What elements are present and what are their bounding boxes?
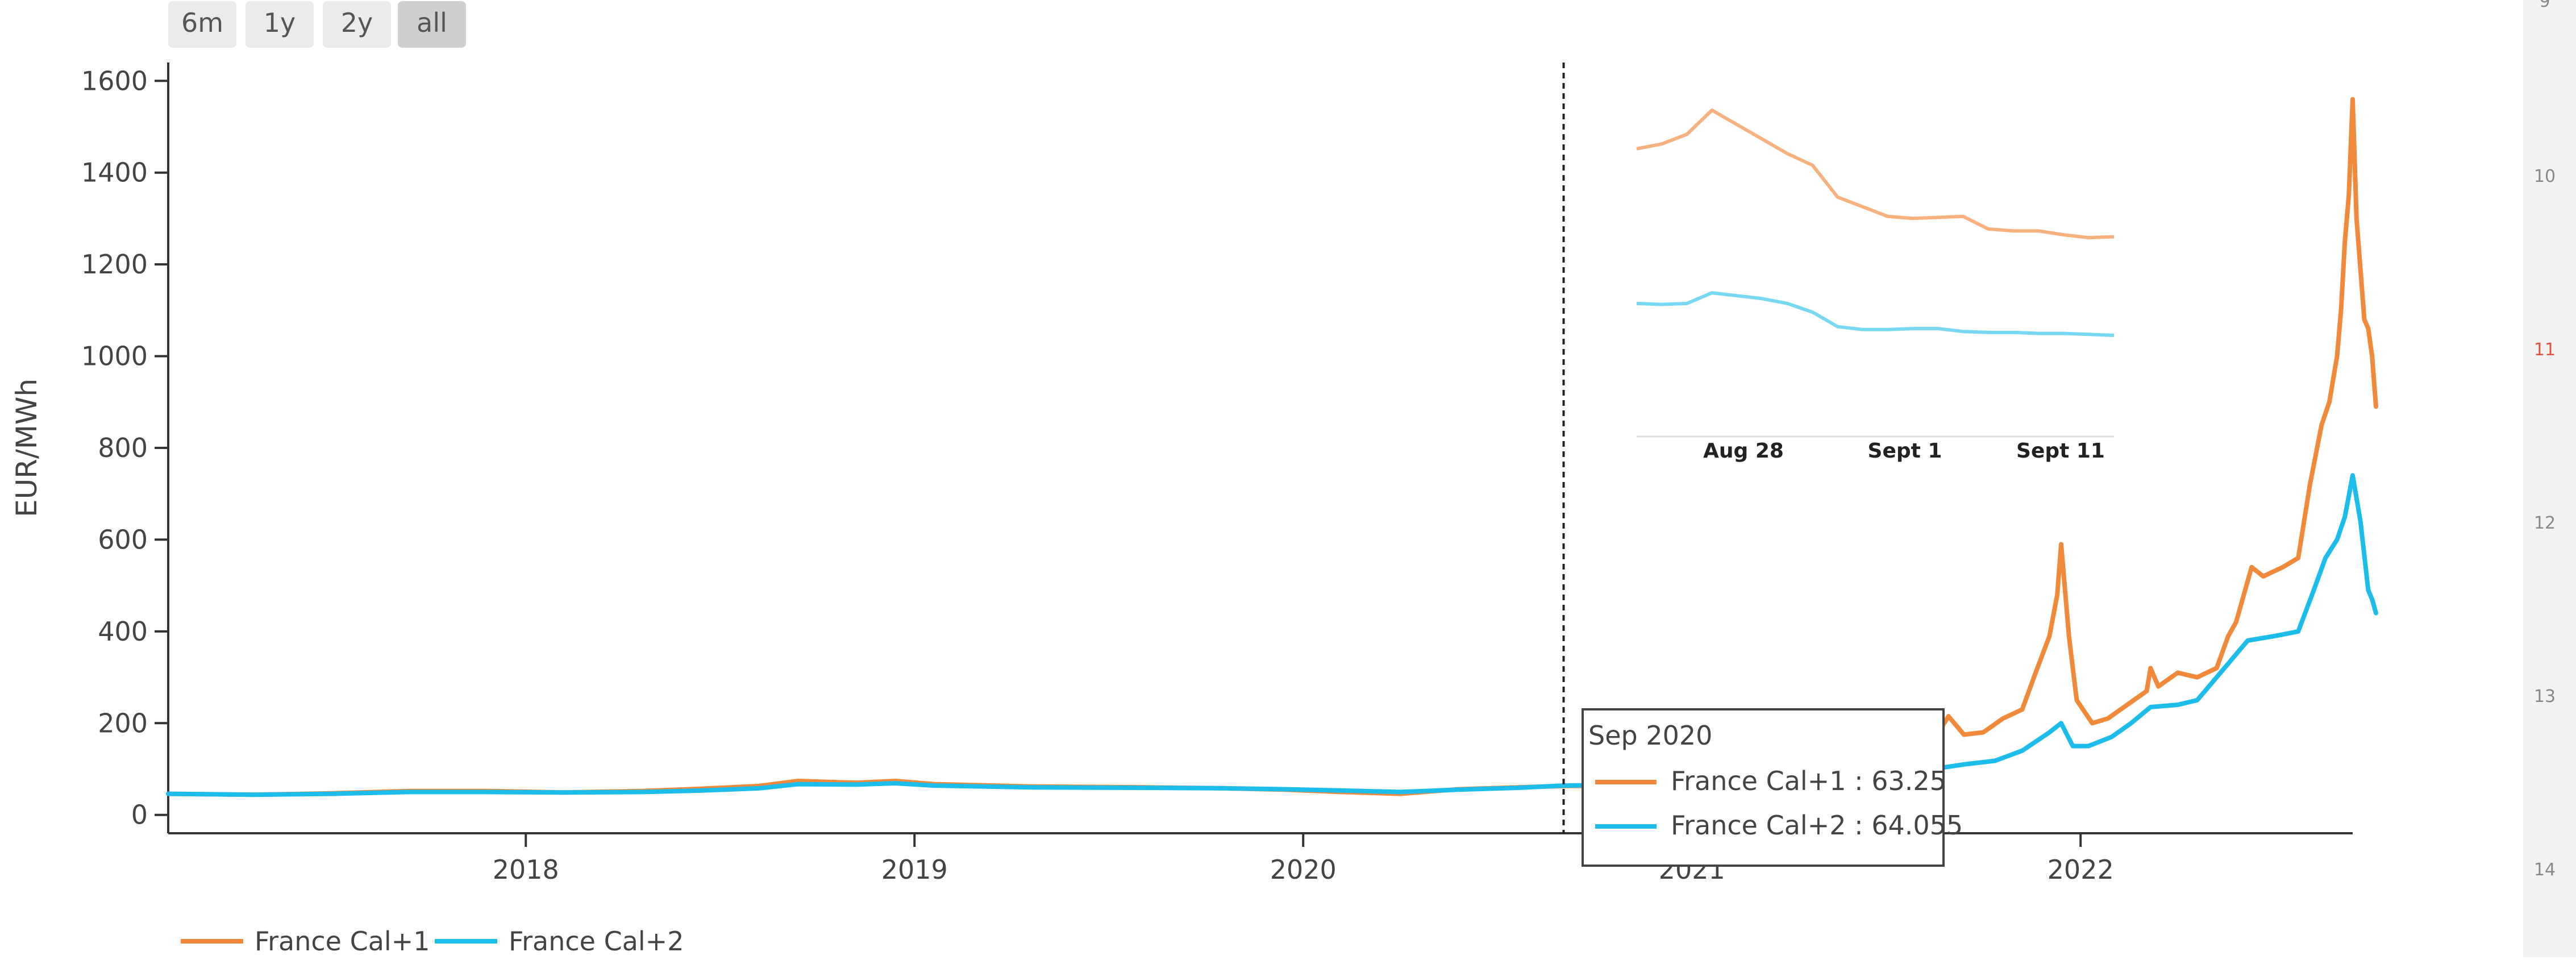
y-axis: 0 200 400 600 800 1000 1200 1400 1600 EUR/MWh — [10, 63, 169, 833]
range-button-bg[interactable] — [398, 1, 466, 48]
y-tick-label: 200 — [98, 708, 148, 738]
tooltip-box — [1582, 708, 1945, 867]
legend-label[interactable]: France Cal+2 — [509, 926, 684, 957]
y-tick-label: 400 — [98, 616, 148, 647]
tooltip-row-label: France Cal+2 : 64.055 — [1671, 810, 1963, 841]
x-tick-label: 2022 — [2048, 854, 2114, 885]
range-button-label[interactable]: all — [417, 7, 447, 38]
gutter-line-number: 10 — [2534, 167, 2556, 186]
inset-x-tick-label: Aug 28 — [1703, 439, 1784, 463]
range-button-bg[interactable] — [245, 1, 314, 48]
y-tick-label: 1200 — [81, 249, 148, 280]
series-2[interactable] — [166, 473, 2378, 797]
x-tick-label: 2018 — [493, 854, 559, 885]
range-button-2y[interactable]: 2y — [323, 1, 391, 48]
gutter-line-number: 9 — [2539, 0, 2550, 11]
x-tick-label: 2020 — [1270, 854, 1337, 885]
y-tick-label: 600 — [98, 524, 148, 555]
editor-gutter: 9 10 11 12 13 14 — [2523, 0, 2576, 957]
range-button-label[interactable]: 2y — [341, 7, 373, 38]
inset-x-tick-label: Sept 1 — [1868, 439, 1942, 463]
range-selector[interactable]: 6m 1y 2y all — [168, 1, 466, 48]
y-axis-title: EUR/MWh — [10, 379, 43, 517]
legend-item[interactable]: France Cal+1 — [181, 926, 430, 957]
gutter-line-number: 14 — [2534, 860, 2556, 880]
legend-label[interactable]: France Cal+1 — [255, 926, 430, 957]
inset-chart: Aug 28 Sept 1 Sept 11 — [1636, 108, 2115, 463]
gutter-background — [2523, 0, 2576, 957]
inset-series-line — [1636, 108, 2115, 240]
range-button-1y[interactable]: 1y — [245, 1, 314, 48]
tooltip-title: Sep 2020 — [1588, 720, 1712, 751]
range-button-6m[interactable]: 6m — [168, 1, 236, 48]
y-tick-label: 0 — [131, 800, 148, 830]
gutter-line-number: 13 — [2534, 687, 2556, 707]
series-line[interactable] — [166, 473, 2378, 797]
gutter-line-number: 12 — [2534, 513, 2556, 533]
x-axis: 2018 2019 2020 2021 2022 — [168, 832, 2353, 885]
range-button-label[interactable]: 1y — [264, 7, 296, 38]
tooltip-row-label: France Cal+1 : 63.25 — [1671, 766, 1946, 796]
y-tick-label: 1000 — [81, 341, 148, 372]
legend-item[interactable]: France Cal+2 — [435, 926, 684, 957]
legend[interactable]: France Cal+1 France Cal+2 — [181, 926, 684, 957]
range-button-bg[interactable] — [323, 1, 391, 48]
y-tick-label: 800 — [98, 433, 148, 463]
y-tick-label: 1600 — [81, 65, 148, 96]
y-tick-label: 1400 — [81, 157, 148, 188]
tooltip: Sep 2020 France Cal+1 : 63.25 France Cal+2… — [1582, 708, 1963, 867]
x-tick-label: 2019 — [881, 854, 948, 885]
range-button-label[interactable]: 6m — [181, 7, 223, 38]
inset-series-line — [1636, 291, 2115, 337]
gutter-line-number: 11 — [2534, 340, 2556, 360]
range-button-bg[interactable] — [168, 1, 236, 48]
range-button-all[interactable]: all — [398, 1, 466, 48]
inset-x-tick-label: Sept 11 — [2016, 439, 2105, 463]
